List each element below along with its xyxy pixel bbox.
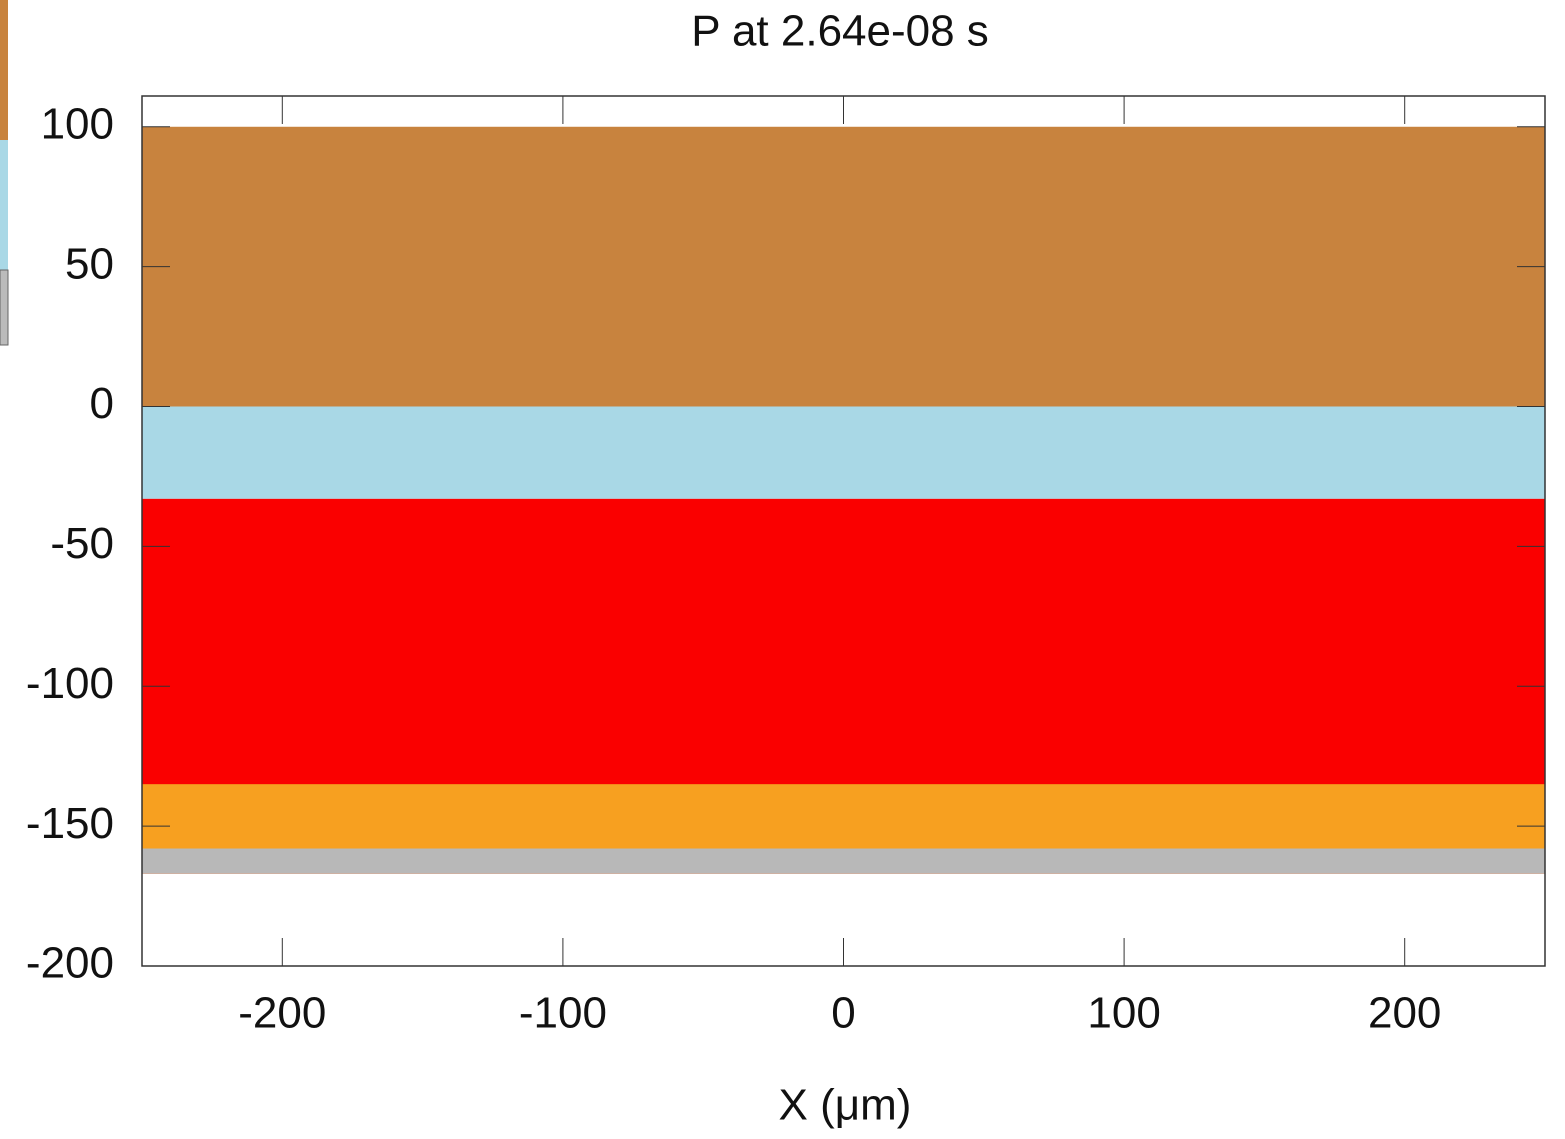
region xyxy=(142,848,1545,874)
y-tick-label: 50 xyxy=(65,239,114,288)
y-tick-label: 0 xyxy=(90,379,114,428)
x-tick-label: 200 xyxy=(1368,989,1441,1038)
x-tick-label: 100 xyxy=(1087,989,1160,1038)
y-tick-label: 100 xyxy=(41,99,114,148)
y-tick-label: -100 xyxy=(26,659,114,708)
region xyxy=(142,406,1545,499)
y-tick-label: -150 xyxy=(26,799,114,848)
colorbar-fragment xyxy=(0,269,9,346)
region xyxy=(142,126,1545,407)
x-axis-label: X (μm) xyxy=(779,1081,912,1130)
colorbar-fragment xyxy=(0,140,8,270)
colorbar-fragment xyxy=(0,0,8,140)
x-tick-label: -100 xyxy=(519,989,607,1038)
x-tick-label: 0 xyxy=(831,989,855,1038)
y-tick-label: -200 xyxy=(26,939,114,988)
chart-title: P at 2.64e-08 s xyxy=(691,7,989,56)
x-tick-label: -200 xyxy=(238,989,326,1038)
y-tick-label: -50 xyxy=(50,519,114,568)
